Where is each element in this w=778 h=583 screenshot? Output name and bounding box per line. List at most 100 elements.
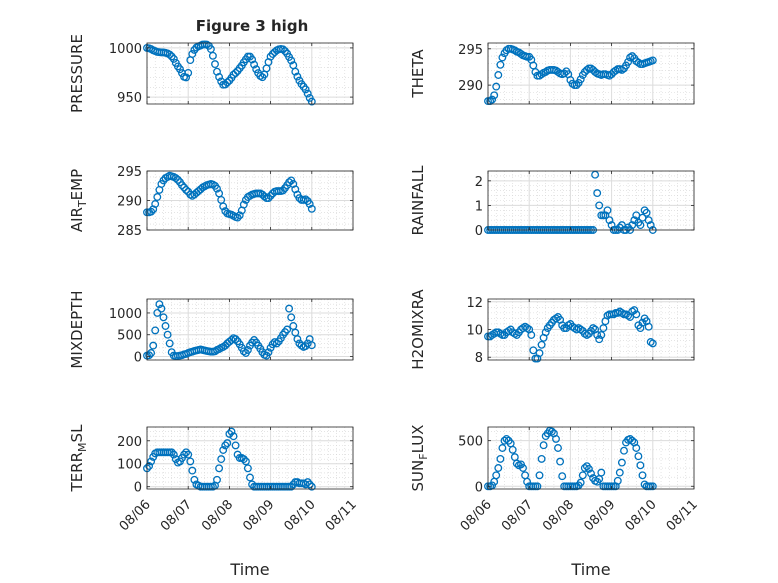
x-tick-label: 08/09 <box>240 497 277 534</box>
data-point <box>510 46 519 55</box>
data-point <box>620 446 628 455</box>
data-point <box>537 340 546 349</box>
data-point <box>533 482 542 491</box>
data-point <box>496 60 505 69</box>
data-point <box>279 45 287 54</box>
data-point <box>492 471 501 480</box>
data-point <box>266 191 275 200</box>
data-point <box>145 351 154 360</box>
x-tick-label: 08/07 <box>499 497 536 534</box>
y-axis-label: SUNFLUX <box>409 425 430 492</box>
data-point <box>169 54 178 63</box>
data-point <box>149 341 158 350</box>
y-axis-label: THETA <box>409 49 427 99</box>
data-point <box>572 81 581 90</box>
data-point <box>624 57 633 66</box>
data-point <box>508 445 517 454</box>
data-point <box>529 346 538 355</box>
data-point <box>593 189 602 198</box>
x-tick-label: 08/06 <box>117 497 154 534</box>
data-point <box>636 461 645 470</box>
data-point <box>188 50 197 58</box>
data-point <box>535 349 544 358</box>
data-point <box>285 304 294 313</box>
data-point <box>591 68 600 76</box>
data-point <box>597 468 606 477</box>
data-point <box>500 436 509 445</box>
data-point <box>628 52 637 61</box>
data-point <box>285 178 294 187</box>
data-point <box>552 314 560 323</box>
data-point <box>303 89 312 98</box>
data-point <box>171 174 180 183</box>
data-point <box>541 328 550 337</box>
y-axis-label: MIXDEPTH <box>68 290 86 368</box>
data-point <box>628 436 637 445</box>
data-point <box>167 448 176 457</box>
data-point <box>272 339 281 348</box>
y-tick-label: 290 <box>458 79 483 94</box>
y-tick-label: 12 <box>466 296 483 311</box>
data-point <box>231 68 240 77</box>
data-point <box>246 473 254 482</box>
data-point <box>159 313 168 322</box>
x-axis-label: Time <box>229 560 269 579</box>
data-point <box>291 67 300 76</box>
data-point <box>307 482 316 491</box>
data-point <box>539 441 548 450</box>
axes-box <box>487 42 695 105</box>
data-point <box>215 464 224 473</box>
subplot-pressure: 950 1000 PRESSURE <box>68 34 354 113</box>
data-point <box>225 429 234 438</box>
data-point <box>186 457 195 466</box>
data-point <box>630 216 639 225</box>
data-point <box>235 211 244 220</box>
data-point <box>208 51 217 60</box>
data-point <box>638 318 647 327</box>
axes-box <box>146 42 354 105</box>
data-point <box>176 65 184 74</box>
data-point <box>157 304 166 313</box>
data-point <box>223 78 232 87</box>
data-point <box>250 60 259 69</box>
data-point <box>287 56 296 65</box>
y-tick-label: 950 <box>117 91 142 106</box>
data-point <box>587 469 595 478</box>
data-point <box>523 477 532 486</box>
data-point <box>552 434 560 443</box>
data-point <box>603 206 612 215</box>
data-point <box>173 175 182 184</box>
data-point <box>213 475 221 484</box>
x-tick-label: 08/09 <box>581 497 618 534</box>
data-point <box>221 441 230 450</box>
data-point <box>305 480 314 489</box>
y-tick-label: 295 <box>458 43 483 58</box>
data-point <box>648 339 657 348</box>
x-tick-label: 08/10 <box>623 497 660 534</box>
data-point <box>601 211 610 220</box>
axes-box <box>487 426 695 490</box>
data-point <box>182 448 191 457</box>
data-point <box>239 455 248 464</box>
data-point <box>180 450 189 459</box>
figure-title: Figure 3 high <box>196 17 309 35</box>
data-point <box>283 325 292 334</box>
data-point <box>556 457 565 466</box>
data-point <box>632 310 641 319</box>
data-point <box>147 349 156 357</box>
data-point <box>151 326 160 335</box>
data-point <box>537 454 546 463</box>
data-point <box>190 475 199 484</box>
y-tick-label: 1 <box>475 199 483 214</box>
y-tick-label: 295 <box>117 165 142 180</box>
data-point <box>632 444 641 452</box>
data-point <box>264 348 273 357</box>
data-point <box>293 335 302 344</box>
plot-area <box>147 299 353 360</box>
data-point <box>613 476 622 485</box>
data-point <box>293 72 302 81</box>
y-axis-label: RAINFALL <box>409 165 427 236</box>
y-tick-label: 285 <box>117 224 142 239</box>
data-point <box>279 186 287 195</box>
